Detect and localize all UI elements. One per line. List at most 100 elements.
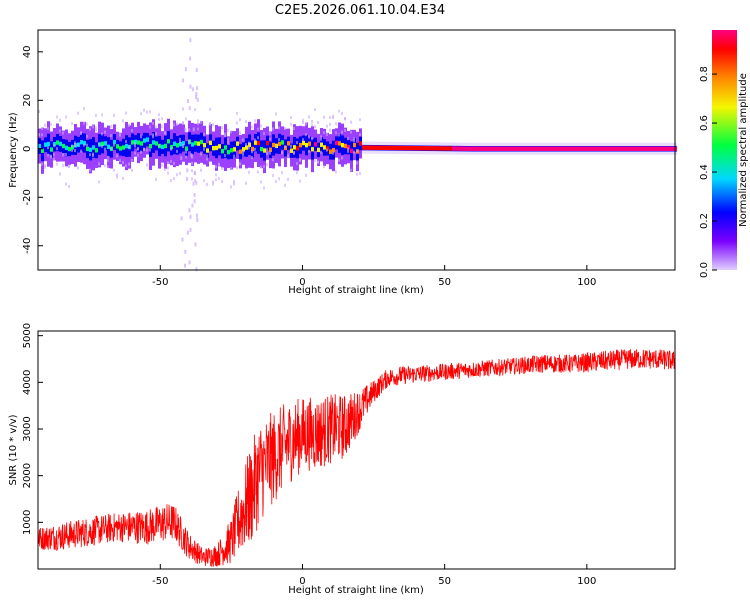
spectrum-core-cell	[245, 145, 248, 150]
spectrum-speck	[233, 182, 235, 186]
spectrum-core-cell	[296, 146, 299, 151]
spectrum-core-cell	[350, 148, 353, 154]
spectrum-speck	[110, 134, 112, 138]
spectrum-speck	[59, 129, 61, 133]
spectrum-core-cell	[149, 143, 152, 149]
spectrum-core-cell	[503, 146, 506, 151]
spectrum-speck	[287, 155, 289, 159]
snr-y-tick-label: 1000	[22, 510, 33, 535]
spectrum-speck	[344, 128, 346, 132]
spectrum-speck	[236, 111, 238, 115]
spectrum-core-cell	[362, 145, 365, 150]
spectrum-speck	[326, 148, 328, 152]
spectrum-core-cell	[137, 140, 140, 145]
spectrum-speck	[275, 179, 277, 183]
spectrum-speck	[149, 110, 151, 114]
spectrum-speck	[47, 127, 49, 131]
spectrum-speck	[341, 156, 343, 160]
spectrum-core-cell	[92, 145, 95, 150]
spectrum-core-cell	[596, 146, 599, 151]
spectrum-speck	[140, 135, 142, 139]
spectrum-speck	[146, 148, 148, 152]
spectrum-speck	[101, 144, 103, 148]
spectrum-speck	[122, 176, 124, 180]
spectrum-speck	[71, 144, 73, 148]
spectrum-speck	[242, 150, 244, 154]
spectrum-speck	[86, 143, 88, 147]
spectrum-speck	[195, 68, 198, 73]
spectrum-speck	[189, 56, 192, 61]
spectrum-speck	[227, 140, 229, 144]
spectrum-speck	[200, 168, 202, 172]
spectrum-core-cell	[353, 142, 356, 148]
spectrum-speck	[164, 131, 166, 135]
spectrum-core-cell	[83, 140, 86, 146]
spectrum-speck	[317, 160, 319, 164]
spectrum-core-cell	[152, 140, 155, 145]
spectrum-core-cell	[176, 143, 179, 148]
spectrum-speck	[170, 147, 172, 151]
spectrum-speck	[203, 132, 205, 136]
spectrum-speck	[195, 267, 198, 272]
spectrum-speck	[221, 179, 223, 183]
spectrum-speck	[338, 133, 340, 137]
spectrum-speck	[233, 154, 235, 158]
spectrum-core-cell	[287, 141, 290, 146]
spectrum-speck	[242, 152, 244, 156]
spectrum-speck	[179, 140, 181, 144]
spectrum-speck	[140, 150, 142, 154]
spectrum-core-cell	[212, 146, 215, 151]
spectrum-speck	[59, 118, 61, 122]
spectrum-speck	[347, 149, 349, 153]
spectrum-speck	[137, 147, 139, 151]
spectrum-speck	[122, 161, 124, 165]
spectrum-speck	[296, 161, 298, 165]
spectrum-core-cell	[605, 146, 608, 151]
spectrum-speck	[44, 164, 46, 168]
spectrum-speck	[356, 161, 358, 165]
spectrum-speck	[356, 149, 358, 153]
spectrum-speck	[185, 150, 187, 154]
spectrum-core-cell	[467, 146, 470, 151]
spectrum-speck	[236, 166, 238, 170]
spectrum-core-cell	[383, 145, 386, 151]
spectrum-core-cell	[368, 145, 371, 150]
spectrum-speck	[196, 97, 199, 102]
spectrum-core-cell	[455, 146, 458, 151]
spectrum-speck	[68, 185, 70, 189]
spectrum-speck	[188, 141, 190, 145]
spectrum-speck	[353, 137, 355, 141]
spectrum-speck	[38, 110, 40, 114]
spectrum-speck	[305, 122, 307, 126]
spectrum-speck	[239, 131, 241, 135]
colorbar-tick-label: 0.2	[699, 213, 710, 229]
spectrum-speck	[269, 137, 271, 141]
spectrum-speck	[341, 112, 343, 116]
spectrum-core-cell	[107, 144, 110, 149]
spectrum-speck	[125, 111, 127, 115]
spectrum-speck	[302, 120, 304, 124]
spectrum-speck	[191, 87, 194, 92]
spectrum-speck	[95, 126, 97, 130]
spectrum-core-cell	[668, 146, 671, 151]
spectrum-speck	[44, 123, 46, 127]
spectrum-speck	[290, 122, 292, 126]
spectrum-core-cell	[419, 146, 422, 151]
spectrum-core-cell	[179, 142, 182, 147]
spectrum-speck	[74, 149, 76, 153]
spectrum-speck	[194, 179, 196, 183]
spectrum-core-cell	[392, 145, 395, 151]
spectrum-speck	[269, 151, 271, 155]
spectrum-speck	[260, 124, 262, 128]
spectrum-speck	[116, 173, 118, 177]
spectrum-speck	[191, 203, 194, 208]
spectrum-core-cell	[173, 141, 176, 146]
spectrum-speck	[197, 122, 199, 126]
spectrum-core-cell	[293, 145, 296, 150]
spectrum-speck	[266, 163, 268, 167]
snr-panel: -50 0 50 100 1000 2000 3000 4000 5000 Height of…	[8, 323, 676, 596]
spectrum-speck	[77, 143, 79, 147]
spectrum-core-cell	[650, 146, 653, 151]
spectrum-speck	[299, 179, 301, 183]
spectrum-core-cell	[518, 146, 521, 151]
